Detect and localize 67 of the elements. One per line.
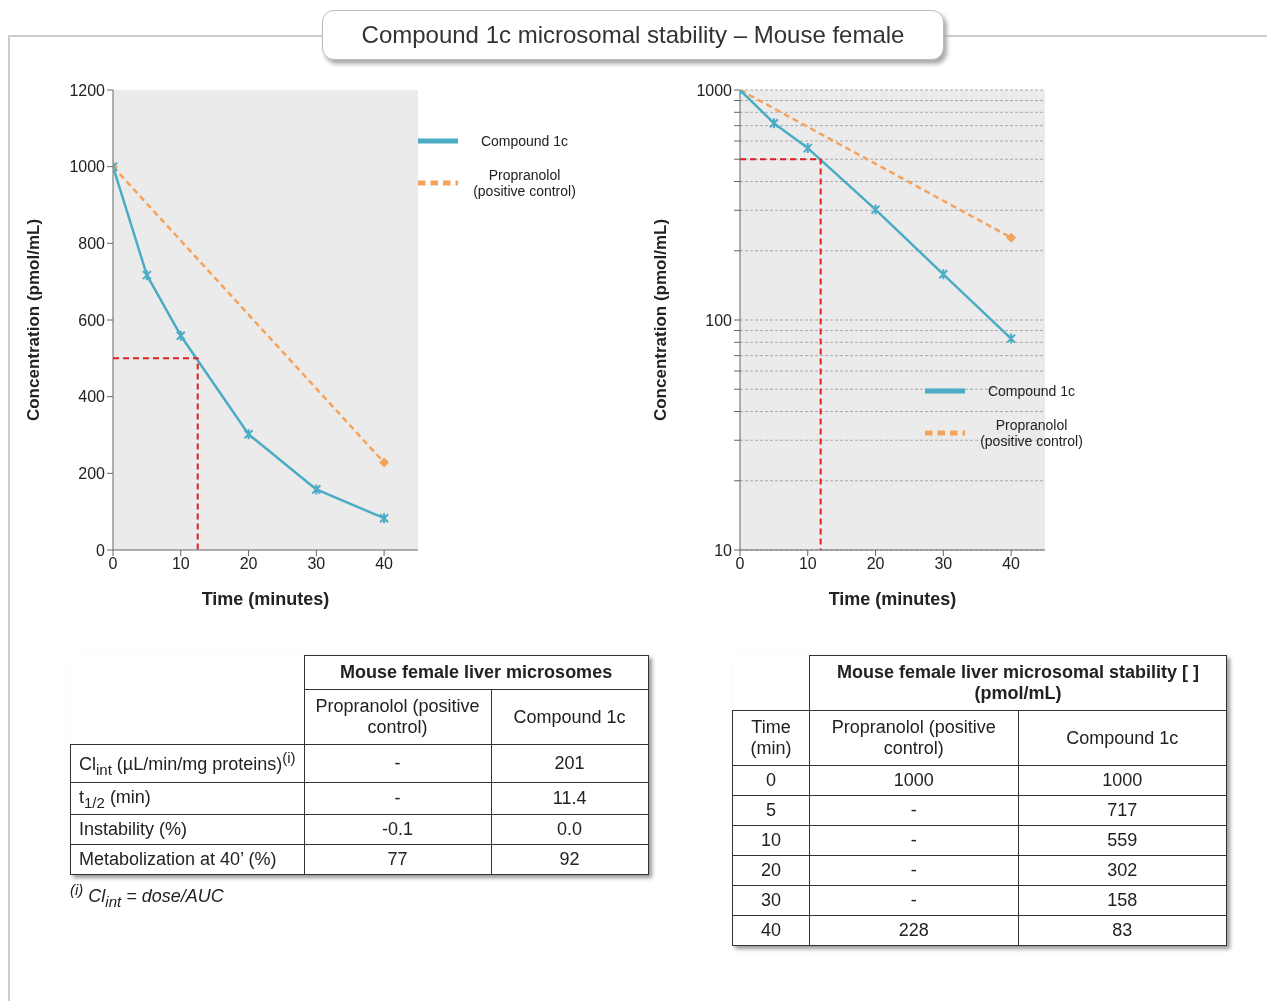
text: Mouse female liver microsomal stability [ ] (pmol/mL) — [836, 662, 1200, 703]
legend-label: Propranolol (positive control) — [979, 416, 1084, 449]
text: 302 — [1107, 860, 1138, 880]
x-tick-label: 10 — [171, 555, 190, 573]
text: 559 — [1107, 830, 1138, 850]
text: Compound 1c microsomal stability – Mouse female — [361, 21, 905, 49]
category-label: Propranolol (positive control) — [831, 717, 996, 758]
x-tick-label: 10 — [798, 555, 817, 573]
text: 158 — [1107, 890, 1138, 910]
x-axis-title: Time (minutes) — [201, 589, 330, 609]
y-axis-title: Concentration (pmol/mL) — [24, 218, 44, 422]
category-label: t$_{1/2}$ (min) — [79, 786, 151, 811]
category-label: 30 — [760, 890, 782, 910]
text: - — [910, 890, 917, 910]
text: - — [910, 860, 917, 880]
text: Time (min) — [750, 717, 792, 758]
text: 201 — [554, 752, 585, 773]
x-tick-label: 40 — [1002, 555, 1021, 573]
y-tick-label: 10 — [714, 541, 733, 559]
x-tick-label: 40 — [375, 555, 394, 573]
y-tick-label: 0 — [96, 541, 106, 559]
x-tick-label: 0 — [108, 555, 118, 573]
text: 228 — [898, 920, 929, 940]
legend-label: Propranolol (positive control) — [472, 166, 577, 199]
text: Mouse female liver microsomes — [340, 662, 613, 682]
text: 717 — [1107, 800, 1138, 820]
category-label: 40 — [760, 920, 782, 940]
category-label: Compound 1c — [1066, 727, 1179, 748]
text: - — [394, 752, 401, 773]
x-tick-label: 30 — [307, 555, 326, 573]
category-label: 5 — [765, 800, 776, 820]
category-label: 0 — [765, 770, 776, 790]
x-axis-title: Time (minutes) — [828, 589, 957, 609]
category-label: Instability (%) — [79, 819, 188, 840]
text: 0.0 — [557, 819, 583, 840]
text: - — [394, 787, 401, 808]
text: 83 — [1112, 920, 1133, 940]
legend-label: Compound 1c — [479, 133, 570, 150]
category-label: Propranolol (positive control) — [315, 696, 480, 737]
y-axis-title: Concentration (pmol/mL) — [651, 218, 671, 422]
text: 77 — [387, 849, 408, 870]
text: $^{(i)}$ Cl$_{int}$ = dose/AUC — [70, 881, 224, 910]
legend-label: Compound 1c — [986, 383, 1077, 400]
category-label: Metabolization at 40’ (%) — [79, 849, 277, 870]
category-label: 20 — [760, 860, 782, 880]
x-tick-label: 0 — [735, 555, 745, 573]
category-label: 10 — [760, 830, 782, 850]
text: 11.4 — [552, 787, 587, 808]
text: 1000 — [893, 770, 934, 790]
y-tick-label: 600 — [78, 311, 106, 329]
x-tick-label: 20 — [866, 555, 885, 573]
x-tick-label: 30 — [934, 555, 953, 573]
y-tick-label: 1000 — [69, 158, 106, 176]
category-label: Compound 1c — [513, 706, 626, 727]
text: 1000 — [1102, 770, 1143, 790]
x-tick-label: 20 — [239, 555, 258, 573]
text: -0.1 — [382, 819, 414, 840]
y-tick-label: 1200 — [69, 81, 106, 99]
text: - — [910, 800, 917, 820]
y-tick-label: 100 — [705, 311, 733, 329]
y-tick-label: 400 — [78, 388, 106, 406]
y-tick-label: 200 — [78, 465, 106, 483]
text: - — [910, 830, 917, 850]
y-tick-label: 1000 — [696, 81, 733, 99]
y-tick-label: 800 — [78, 235, 106, 253]
text: 92 — [559, 849, 580, 870]
category-label: Cl$_{int}$ (µL/min/mg proteins)$^{(i)}$ — [79, 749, 296, 778]
